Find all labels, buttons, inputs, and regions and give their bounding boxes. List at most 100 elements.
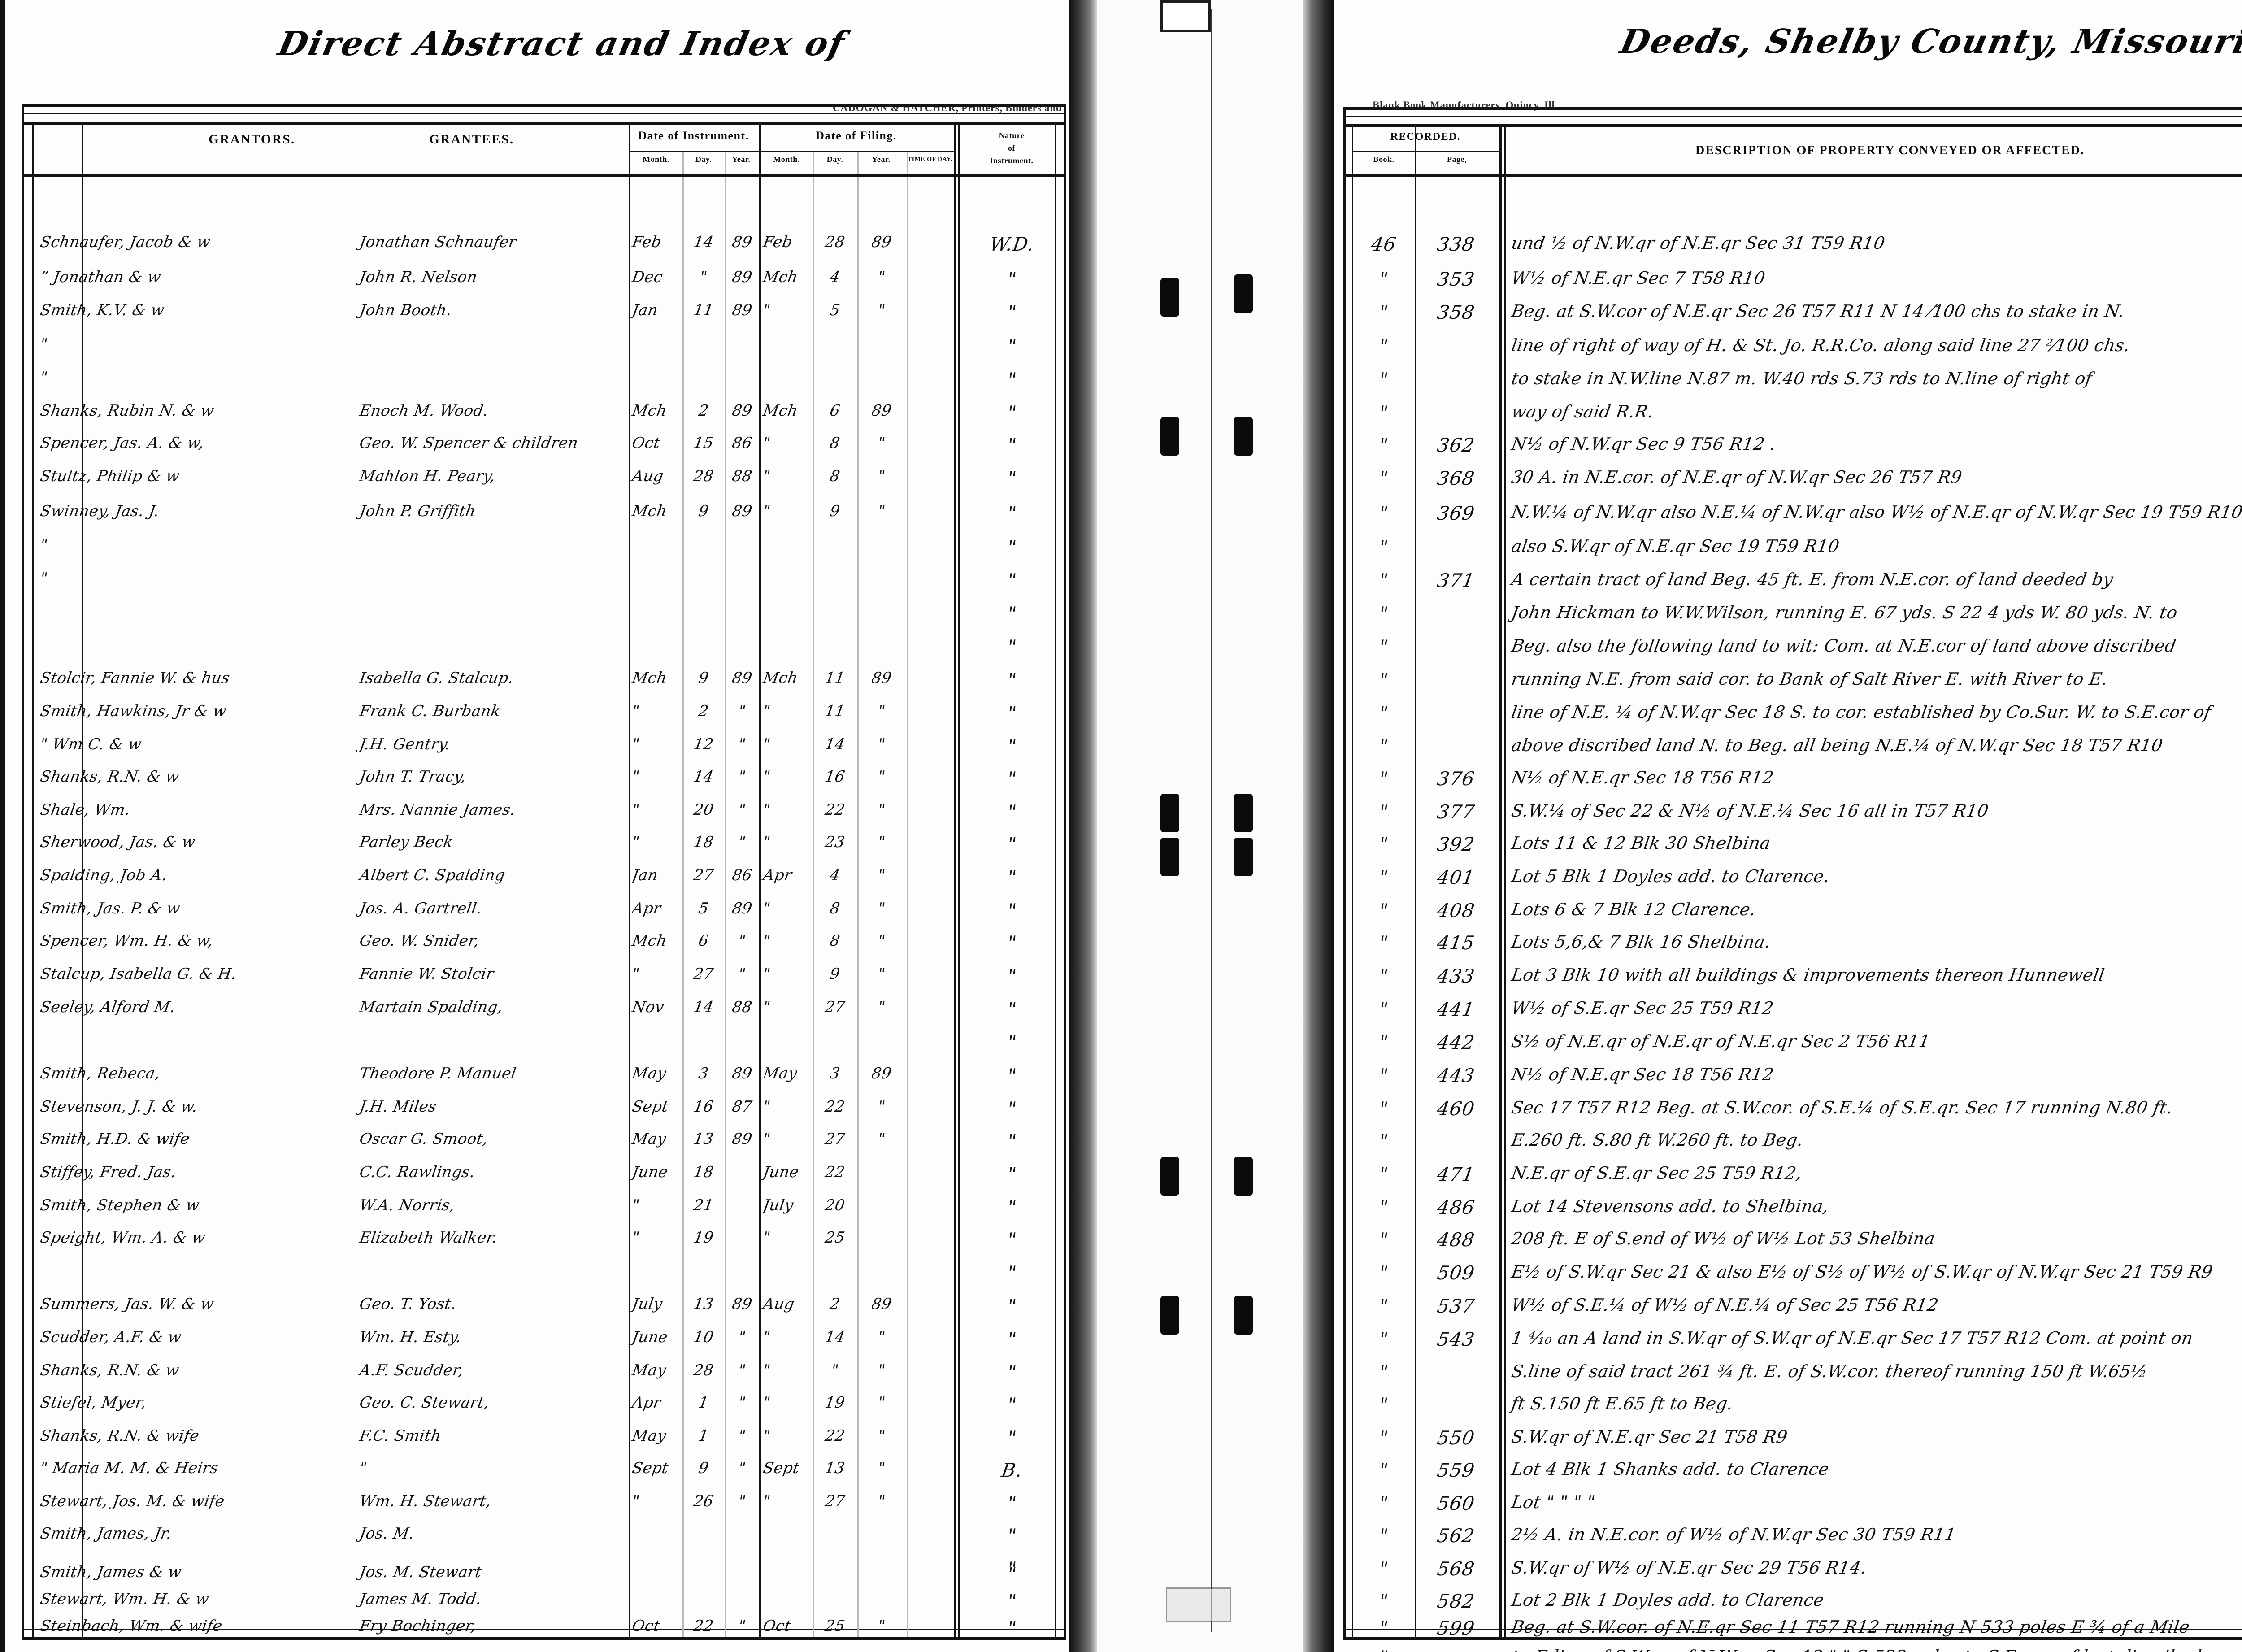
- cell-fm: Feb: [761, 233, 794, 251]
- cell-fd: ": [830, 1361, 840, 1379]
- cell-book: ": [1377, 1262, 1390, 1284]
- cell-fy: ": [876, 1361, 887, 1379]
- cell-nature: ": [1005, 335, 1019, 357]
- cell-fd: 11: [823, 702, 847, 720]
- header-filing-month: Month.: [773, 155, 800, 164]
- cell-page: 433: [1435, 965, 1477, 987]
- cell-fd: 13: [823, 1459, 847, 1477]
- cell-page: 371: [1435, 570, 1477, 591]
- cell-fy: ": [876, 1098, 887, 1116]
- cell-page: 368: [1435, 467, 1477, 489]
- cell-desc: N.W.¼ of N.W.qr also N.E.¼ of N.W.qr als…: [1510, 502, 2242, 522]
- cell-iy: ": [737, 932, 747, 950]
- col-rule-nature-b: [958, 122, 960, 1637]
- cell-grantee: Enoch M. Wood.: [358, 402, 490, 420]
- cell-fm: ": [761, 502, 772, 520]
- cell-desc: Lots 11 & 12 Blk 30 Shelbina: [1510, 833, 1772, 853]
- cell-fm: Aug: [761, 1295, 796, 1313]
- cell-fd: 22: [823, 1098, 847, 1116]
- cell-fy: ": [876, 1427, 887, 1445]
- cell-fm: ": [761, 1229, 772, 1247]
- cell-fd: 20: [823, 1196, 847, 1214]
- cell-fm: July: [761, 1196, 795, 1214]
- cell-im: Oct: [630, 1617, 661, 1635]
- cell-page: 471: [1435, 1163, 1477, 1185]
- cell-id: 9: [697, 1459, 710, 1477]
- cell-fd: 6: [828, 402, 842, 420]
- cell-fm: ": [761, 1394, 772, 1412]
- cell-desc: E½ of S.W.qr Sec 21 & also E½ of S½ of W…: [1510, 1262, 2214, 1282]
- cell-book: ": [1377, 866, 1390, 888]
- cell-iy: ": [737, 1617, 747, 1635]
- cell-grantee: Wm. H. Esty.: [358, 1328, 463, 1346]
- frame-rule: [1343, 107, 1346, 1640]
- cell-fy: ": [876, 965, 887, 983]
- cell-nature: ": [1005, 1229, 1019, 1251]
- cell-fm: ": [761, 1427, 772, 1445]
- frame-rule: [22, 122, 1066, 125]
- frame-rule: [1055, 122, 1056, 1637]
- cell-page: 582: [1435, 1590, 1477, 1612]
- cell-book: ": [1377, 702, 1390, 724]
- cell-grantee: Jos. M. Stewart: [358, 1563, 483, 1581]
- header-recorded: RECORDED.: [1390, 131, 1461, 143]
- cell-iy: 88: [730, 467, 754, 485]
- cell-book: ": [1377, 1229, 1390, 1251]
- cell-fy: ": [876, 1130, 887, 1148]
- cell-nature: ": [1005, 1328, 1019, 1350]
- cell-id: 27: [692, 965, 715, 983]
- cell-book: ": [1377, 301, 1390, 323]
- cell-iy: 86: [730, 866, 754, 884]
- cell-id: 5: [697, 900, 710, 917]
- cell-desc: 30 A. in N.E.cor. of N.E.qr of N.W.qr Se…: [1510, 467, 1964, 487]
- cell-fm: ": [761, 1328, 772, 1346]
- cell-desc: Lot 14 Stevensons add. to Shelbina,: [1510, 1196, 1830, 1216]
- cell-nature: ": [1005, 1130, 1019, 1152]
- subcol-rule: [907, 152, 908, 1637]
- cell-fm: Apr: [761, 866, 793, 884]
- frame-rule: [1343, 1629, 2242, 1630]
- cell-desc: und ½ of N.W.qr of N.E.qr Sec 31 T59 R10: [1510, 233, 1887, 253]
- cell-book: ": [1377, 1098, 1390, 1120]
- cell-im: Mch: [630, 932, 669, 950]
- cell-im: Apr: [630, 900, 662, 917]
- binding-mark: [1234, 274, 1253, 313]
- cell-im: June: [630, 1328, 669, 1346]
- cell-desc: line of N.E. ¼ of N.W.qr Sec 18 S. to co…: [1510, 702, 2213, 722]
- cell-grantee: Isabella G. Stalcup.: [358, 669, 515, 687]
- cell-im: Oct: [630, 434, 661, 452]
- cell-nature: ": [1005, 1163, 1019, 1185]
- cell-fy: ": [876, 467, 887, 485]
- frame-rule: [22, 104, 1066, 107]
- subcol-rule: [813, 152, 814, 1637]
- book-gutter-right-shadow: [1303, 0, 1334, 1652]
- cell-fm: ": [761, 735, 772, 753]
- cell-fy: ": [876, 1492, 887, 1510]
- cell-iy: ": [737, 1492, 747, 1510]
- cell-im: ": [630, 1492, 641, 1510]
- cell-iy: 88: [730, 998, 754, 1016]
- cell-im: ": [630, 768, 641, 786]
- cell-fm: ": [761, 1098, 772, 1116]
- cell-nature: ": [1005, 1262, 1019, 1284]
- cell-desc: 2½ A. in N.E.cor. of W½ of N.W.qr Sec 30…: [1510, 1525, 1958, 1544]
- cell-iy: 89: [730, 502, 754, 520]
- cell-nature: ": [1005, 434, 1019, 456]
- cell-grantee: Elizabeth Walker.: [358, 1229, 499, 1247]
- cell-grantor: ": [39, 570, 49, 587]
- cell-page: 443: [1435, 1065, 1477, 1087]
- cell-nature: ": [1005, 369, 1019, 391]
- cell-desc: Beg. at S.W.cor of N.E.qr Sec 26 T57 R11…: [1510, 301, 2126, 321]
- cell-page: 441: [1435, 998, 1477, 1020]
- cell-grantee: Martain Spalding,: [358, 998, 504, 1016]
- cell-fm: ": [761, 768, 772, 786]
- cell-page: 362: [1435, 434, 1477, 456]
- cell-nature: ": [1005, 1590, 1019, 1612]
- cell-nature: ": [1005, 669, 1019, 691]
- cell-book: ": [1377, 603, 1390, 625]
- scan-edge-left: [0, 0, 5, 1652]
- cell-grantee: F.C. Smith: [358, 1427, 443, 1445]
- cell-id: ": [698, 268, 709, 286]
- cell-desc: N½ of N.E.qr Sec 18 T56 R12: [1510, 1065, 1775, 1084]
- cell-fm: ": [761, 998, 772, 1016]
